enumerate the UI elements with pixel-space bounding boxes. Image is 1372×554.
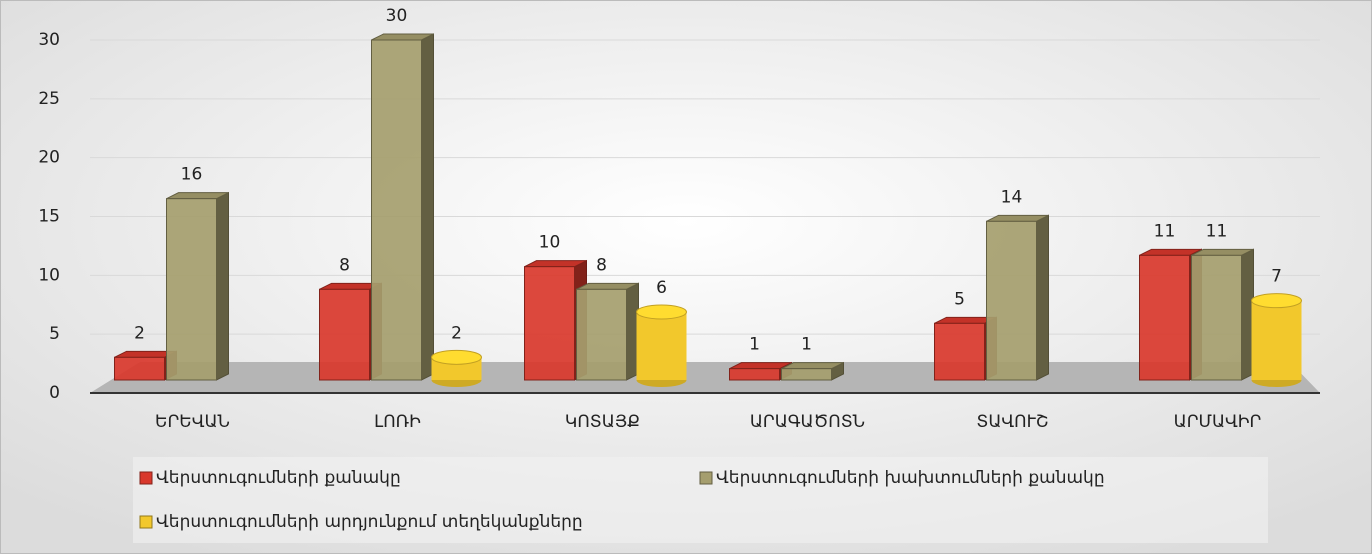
bar-part — [421, 33, 434, 381]
y-tick-label: 25 — [38, 89, 60, 109]
x-tick-label: ԿՈՏԱՅՔ — [565, 412, 640, 432]
bar — [636, 304, 687, 387]
legend-label: Վերստուգումների քանակը — [156, 468, 401, 488]
bar — [1191, 248, 1254, 381]
bar — [166, 191, 229, 381]
data-label: 8 — [339, 255, 350, 275]
bar — [729, 361, 792, 381]
bar-part — [371, 33, 434, 41]
data-label: 5 — [954, 289, 965, 309]
data-label: 8 — [596, 255, 607, 275]
y-tick-label: 0 — [49, 383, 60, 403]
y-tick-label: 30 — [38, 30, 60, 50]
bar-part — [986, 214, 1049, 222]
bar-part — [1139, 254, 1190, 381]
bar-part — [636, 304, 687, 320]
bar-part — [781, 362, 844, 370]
bar — [371, 33, 434, 381]
bar-part — [636, 312, 687, 380]
data-label: 11 — [1206, 221, 1228, 241]
bar-part — [319, 288, 370, 381]
data-label: 14 — [1001, 187, 1023, 207]
y-tick-label: 5 — [49, 324, 60, 344]
bar-part — [986, 220, 1037, 381]
bar-part — [729, 368, 780, 381]
bar-part — [934, 322, 985, 381]
data-label: 1 — [749, 335, 760, 355]
legend-swatch — [139, 515, 153, 529]
floor — [90, 362, 1320, 393]
x-tick-label: ԼՈՌԻ — [374, 412, 421, 432]
legend-box — [133, 457, 1268, 543]
y-tick-label: 15 — [38, 207, 60, 227]
bar-part — [1251, 300, 1302, 380]
x-tick-label: ՏԱՎՈՒՇ — [976, 412, 1048, 432]
legend-label: Վերստուգումների արդյունքում տեղեկանքները — [156, 512, 583, 532]
bar — [781, 361, 844, 381]
legend-swatch — [699, 471, 713, 485]
data-label: 1 — [801, 335, 812, 355]
bar-part — [1251, 293, 1302, 309]
bar-part — [166, 192, 229, 200]
bar-part — [1036, 214, 1049, 381]
bar-part — [431, 349, 482, 365]
data-label: 2 — [451, 323, 462, 343]
bar-part — [576, 282, 639, 290]
bar-part — [216, 191, 229, 381]
bar-part — [524, 260, 587, 268]
data-label: 6 — [656, 278, 667, 298]
bar-part — [1191, 248, 1254, 256]
x-tick-label: ԱՐՄԱՎԻՐ — [1174, 412, 1262, 432]
bar-part — [114, 356, 165, 381]
bar — [576, 282, 639, 381]
data-label: 10 — [539, 233, 561, 253]
y-tick-label: 20 — [38, 148, 60, 168]
y-tick-label: 10 — [38, 265, 60, 285]
data-label: 30 — [386, 6, 408, 26]
bar-part — [371, 39, 422, 381]
data-label: 16 — [181, 165, 203, 185]
bar-part — [166, 198, 217, 381]
legend-label: Վերստուգումների խախտումների քանակը — [716, 468, 1105, 488]
bar-part — [1191, 254, 1242, 381]
data-label: 7 — [1271, 267, 1282, 287]
bar-part — [576, 288, 627, 381]
legend-swatch — [139, 471, 153, 485]
bar — [986, 214, 1049, 381]
bar-part — [524, 266, 575, 381]
bar — [1251, 293, 1302, 387]
x-tick-label: ԵՐԵՎԱՆ — [155, 412, 230, 432]
bar — [431, 349, 482, 387]
bar-part — [781, 368, 832, 381]
x-tick-label: ԱՐԱԳԱԾՈՏՆ — [750, 412, 865, 432]
data-label: 2 — [134, 323, 145, 343]
data-label: 11 — [1154, 221, 1176, 241]
